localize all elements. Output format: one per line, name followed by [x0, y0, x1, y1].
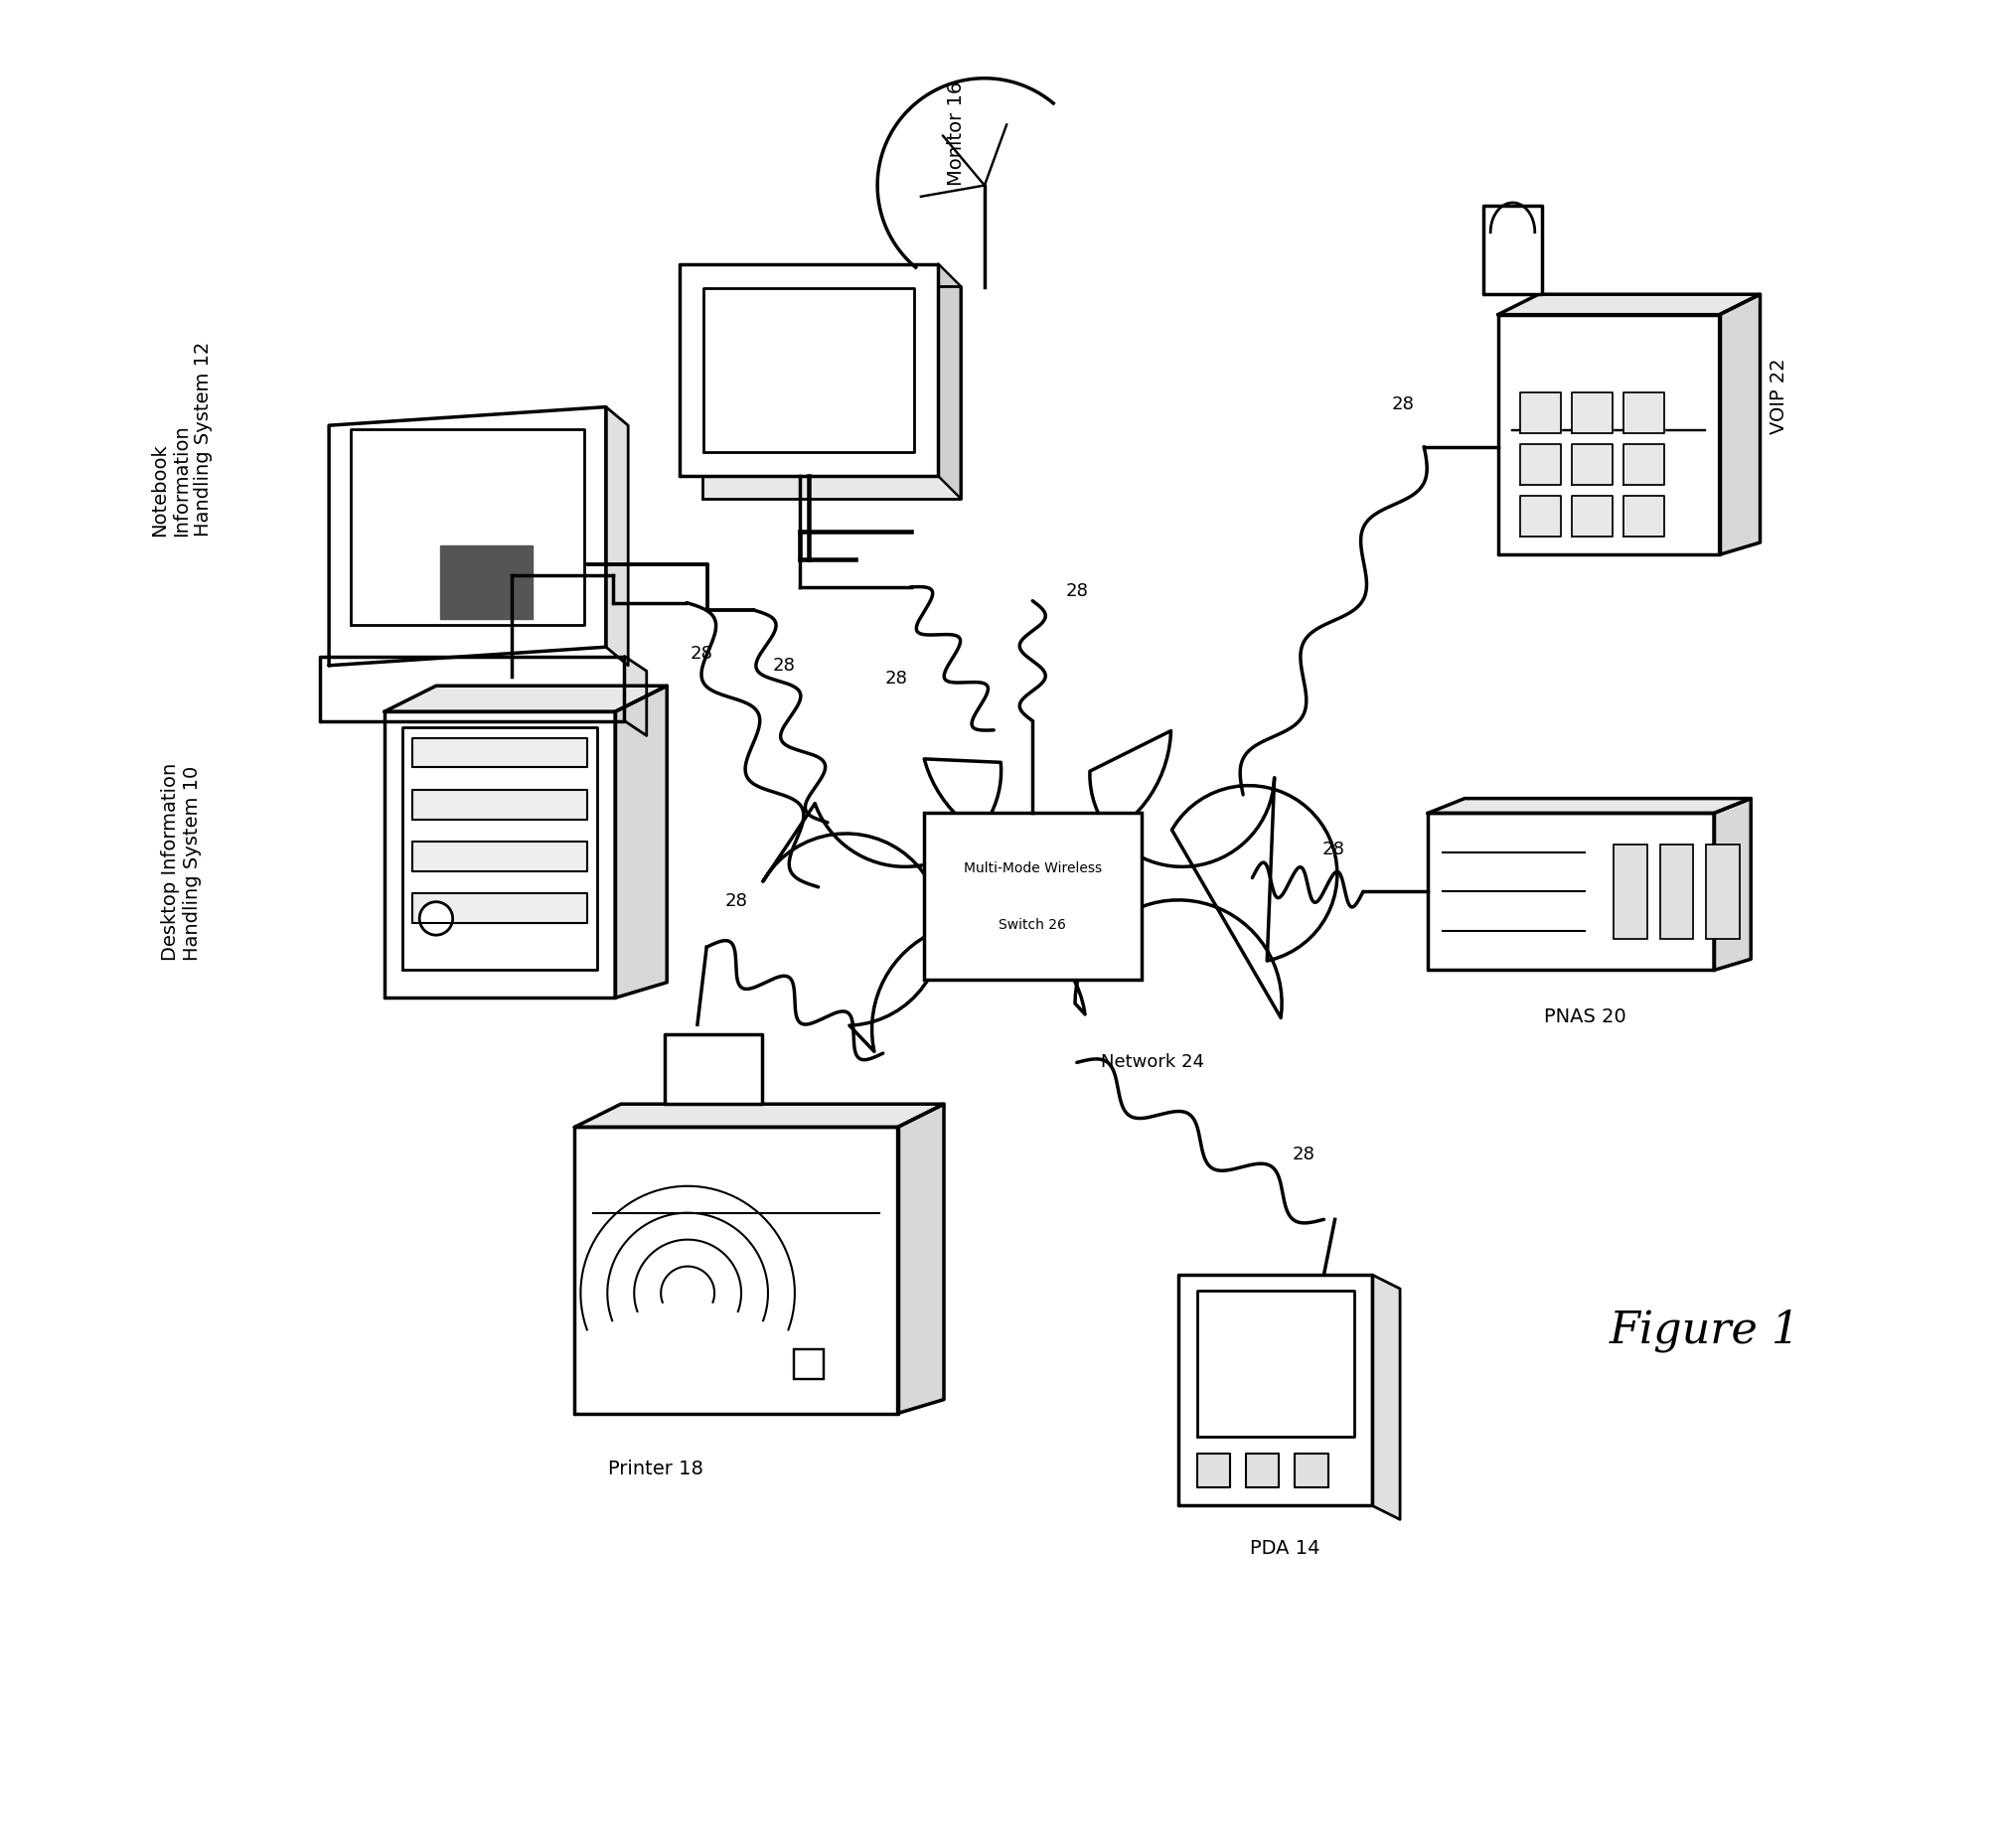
Text: Switch 26: Switch 26 [999, 918, 1067, 931]
Polygon shape [411, 893, 588, 922]
Polygon shape [1296, 1454, 1328, 1488]
Polygon shape [1623, 392, 1665, 432]
Polygon shape [1372, 1275, 1400, 1519]
Polygon shape [1573, 495, 1613, 536]
Polygon shape [329, 407, 606, 665]
Polygon shape [411, 789, 588, 819]
Polygon shape [1498, 314, 1719, 554]
Polygon shape [616, 686, 666, 998]
Polygon shape [1178, 1275, 1372, 1506]
Bar [794, 1349, 824, 1379]
Text: Notebook
Information
Handling System 12: Notebook Information Handling System 12 [150, 342, 213, 536]
Polygon shape [574, 1103, 945, 1127]
Polygon shape [1246, 1454, 1280, 1488]
Text: 28: 28 [772, 656, 794, 675]
Polygon shape [574, 1127, 899, 1414]
Polygon shape [1623, 495, 1665, 536]
Polygon shape [351, 429, 584, 625]
Text: Multi-Mode Wireless: Multi-Mode Wireless [963, 861, 1101, 874]
Polygon shape [1498, 294, 1759, 314]
Polygon shape [762, 730, 1338, 1052]
Text: 28: 28 [1392, 395, 1414, 414]
Polygon shape [702, 286, 961, 499]
Polygon shape [411, 737, 588, 767]
Text: 28: 28 [885, 671, 907, 687]
Polygon shape [411, 841, 588, 870]
Text: 28: 28 [724, 893, 748, 911]
Polygon shape [385, 686, 666, 711]
Bar [1707, 845, 1739, 939]
Polygon shape [319, 656, 624, 721]
Text: 28: 28 [1292, 1146, 1314, 1164]
Polygon shape [1573, 392, 1613, 432]
Text: Figure 1: Figure 1 [1609, 1308, 1799, 1353]
Polygon shape [1521, 392, 1561, 432]
Polygon shape [939, 264, 961, 499]
Polygon shape [1482, 205, 1543, 294]
Polygon shape [606, 407, 628, 665]
Polygon shape [1428, 813, 1713, 970]
Polygon shape [1198, 1292, 1354, 1436]
Text: 28: 28 [690, 645, 714, 663]
Bar [923, 813, 1141, 979]
Polygon shape [1573, 444, 1613, 484]
Polygon shape [1521, 444, 1561, 484]
Polygon shape [1719, 294, 1759, 554]
Circle shape [419, 902, 453, 935]
Bar [1613, 845, 1647, 939]
Polygon shape [680, 264, 939, 477]
Polygon shape [1428, 798, 1751, 813]
Polygon shape [624, 656, 646, 736]
Text: Desktop Information
Handling System 10: Desktop Information Handling System 10 [160, 763, 203, 961]
Text: PDA 14: PDA 14 [1250, 1539, 1320, 1558]
Polygon shape [666, 1033, 762, 1103]
Polygon shape [899, 1103, 945, 1414]
Polygon shape [1623, 444, 1665, 484]
Text: 28: 28 [1065, 582, 1089, 601]
Polygon shape [1521, 495, 1561, 536]
Polygon shape [704, 288, 915, 453]
Text: Monitor 16: Monitor 16 [947, 81, 967, 185]
Polygon shape [385, 711, 616, 998]
Polygon shape [403, 726, 596, 970]
Text: PNAS 20: PNAS 20 [1545, 1007, 1627, 1026]
Text: 28: 28 [1322, 841, 1344, 859]
Bar [1659, 845, 1693, 939]
Polygon shape [1713, 798, 1751, 970]
Text: Printer 18: Printer 18 [608, 1460, 702, 1478]
Polygon shape [439, 545, 532, 619]
Text: Network 24: Network 24 [1101, 1053, 1204, 1072]
Polygon shape [1198, 1454, 1230, 1488]
Text: VOIP 22: VOIP 22 [1769, 359, 1787, 434]
